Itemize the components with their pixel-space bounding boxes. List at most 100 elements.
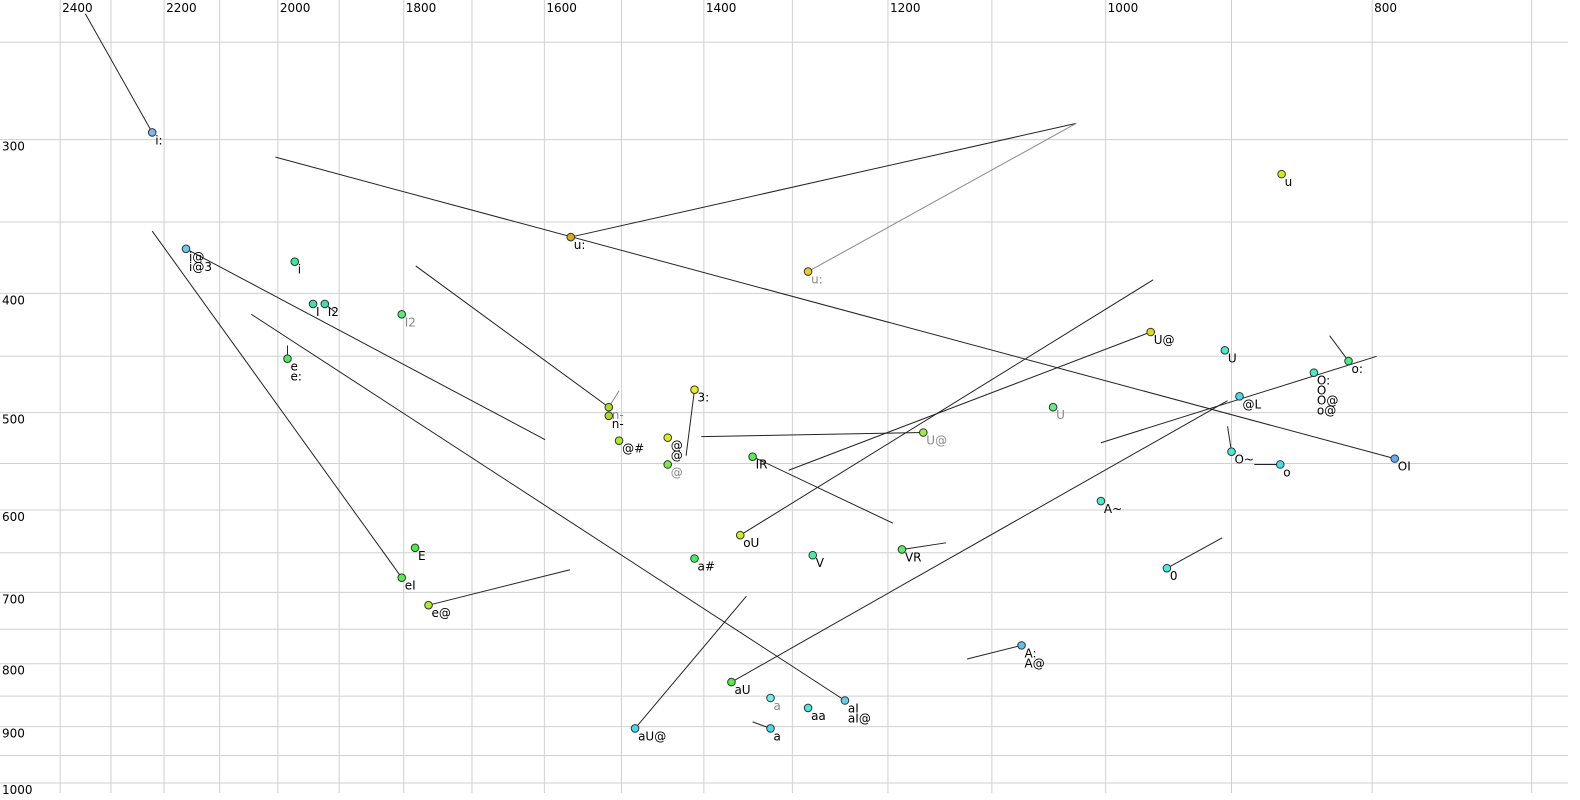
vowel-point — [663, 433, 673, 442]
trajectory — [807, 122, 1077, 272]
vowel-label: i@ — [189, 250, 204, 264]
vowel-point — [1048, 402, 1058, 412]
vowel-point — [803, 703, 813, 713]
trajectory — [701, 432, 924, 438]
vowel-label: i@3 — [189, 260, 212, 274]
trajectory — [967, 644, 1022, 660]
vowel-point — [397, 573, 407, 582]
vowel-label: n- — [612, 408, 624, 422]
vowel-label: aa — [811, 709, 826, 723]
vowel-label: O@ — [1317, 394, 1338, 408]
x-tick-label: 1600 — [546, 1, 577, 15]
vowel-point — [1309, 368, 1319, 377]
vowel-label: u: — [811, 273, 823, 287]
vowel-label: o: — [1352, 362, 1363, 376]
vowel-label: aU@ — [638, 729, 666, 743]
vowel-label: U — [1056, 408, 1065, 422]
y-tick-label: 400 — [2, 293, 25, 307]
vowel-point — [147, 128, 157, 137]
trajectory — [1166, 537, 1223, 569]
trajectory — [739, 279, 1154, 536]
vowel-label: @ — [671, 465, 683, 479]
vowel-point — [1017, 641, 1026, 650]
vowel-point — [410, 543, 420, 553]
trajectory — [84, 13, 153, 133]
vowel-label: i — [298, 263, 301, 277]
vowel-point — [614, 436, 624, 445]
vowel-point — [1344, 356, 1353, 366]
vowel-point — [604, 402, 614, 412]
vowel-point — [918, 428, 928, 437]
vowel-label: oU — [743, 536, 759, 550]
vowel-point — [397, 310, 407, 319]
vowel-point — [1277, 169, 1286, 179]
trajectory — [415, 265, 610, 408]
vowel-label: IR — [756, 458, 768, 472]
trajectory — [731, 400, 1228, 683]
y-tick-label: 300 — [2, 140, 25, 154]
vowel-point — [290, 257, 300, 267]
trajectory — [185, 248, 546, 441]
vowel-label: e: — [290, 370, 301, 384]
vowel-label: U@ — [926, 434, 947, 448]
vowel-label: OI — [1398, 460, 1411, 474]
y-tick-label: 700 — [2, 592, 25, 606]
vowel-point — [630, 724, 640, 733]
vowel-label: @ — [671, 439, 683, 453]
vowel-point — [840, 696, 850, 705]
vowel-label: I2 — [328, 305, 339, 319]
trajectory — [428, 569, 571, 606]
vowel-label: U — [1228, 351, 1237, 365]
y-tick-label: 1000 — [2, 783, 33, 797]
vowel-point — [1390, 454, 1400, 463]
vowel-label: o — [1283, 465, 1290, 479]
vowel-point — [1227, 447, 1236, 457]
trajectory — [788, 331, 1151, 471]
trajectory — [251, 313, 846, 701]
vowel-label: aI — [848, 701, 859, 715]
vowel-label: e — [290, 360, 297, 374]
vowel-label: U@ — [1154, 333, 1175, 347]
x-tick-label: 1200 — [890, 1, 921, 15]
vowel-label: O: — [1317, 374, 1330, 388]
vowel-label: E — [418, 549, 426, 563]
vowel-label: n- — [612, 417, 624, 431]
trajectory — [151, 230, 403, 578]
vowel-label: I — [316, 305, 320, 319]
trajectory — [685, 389, 695, 456]
vowel-point — [424, 600, 433, 610]
vowel-point — [283, 354, 292, 363]
vowel-label: i: — [155, 133, 162, 147]
trajectory — [752, 456, 894, 524]
vowel-point — [320, 299, 330, 309]
vowel-label: O — [1317, 384, 1326, 398]
vowel-label: V — [816, 556, 825, 570]
vowel-point — [1096, 496, 1106, 506]
vowel-label: u: — [574, 238, 586, 252]
vowel-label: u — [1285, 175, 1293, 189]
vowel-label: VR — [905, 550, 922, 564]
trajectory — [1329, 335, 1349, 362]
vowel-label: eI — [405, 579, 416, 593]
vowel-label: I2 — [405, 315, 416, 329]
x-tick-label: 2000 — [280, 1, 311, 15]
vowel-label: a — [774, 729, 781, 743]
vowel-point — [663, 460, 673, 469]
vowel-label: A@ — [1025, 656, 1045, 670]
vowel-label: A~ — [1104, 502, 1122, 516]
vowel-point — [308, 299, 318, 309]
vowel-point — [1146, 327, 1155, 337]
y-tick-label: 800 — [2, 664, 25, 678]
vowel-label: a — [774, 699, 781, 713]
vowel-label: 0 — [1170, 569, 1178, 583]
vowel-label: aI@ — [848, 711, 871, 725]
vowel-point — [604, 411, 614, 421]
vowel-point — [1220, 346, 1230, 355]
x-tick-label: 800 — [1374, 1, 1397, 15]
vowel-point — [808, 550, 818, 560]
vowel-point — [690, 554, 699, 563]
vowel-label: @L — [1242, 397, 1261, 411]
vowel-point — [748, 452, 757, 461]
vowel-point — [690, 385, 699, 394]
